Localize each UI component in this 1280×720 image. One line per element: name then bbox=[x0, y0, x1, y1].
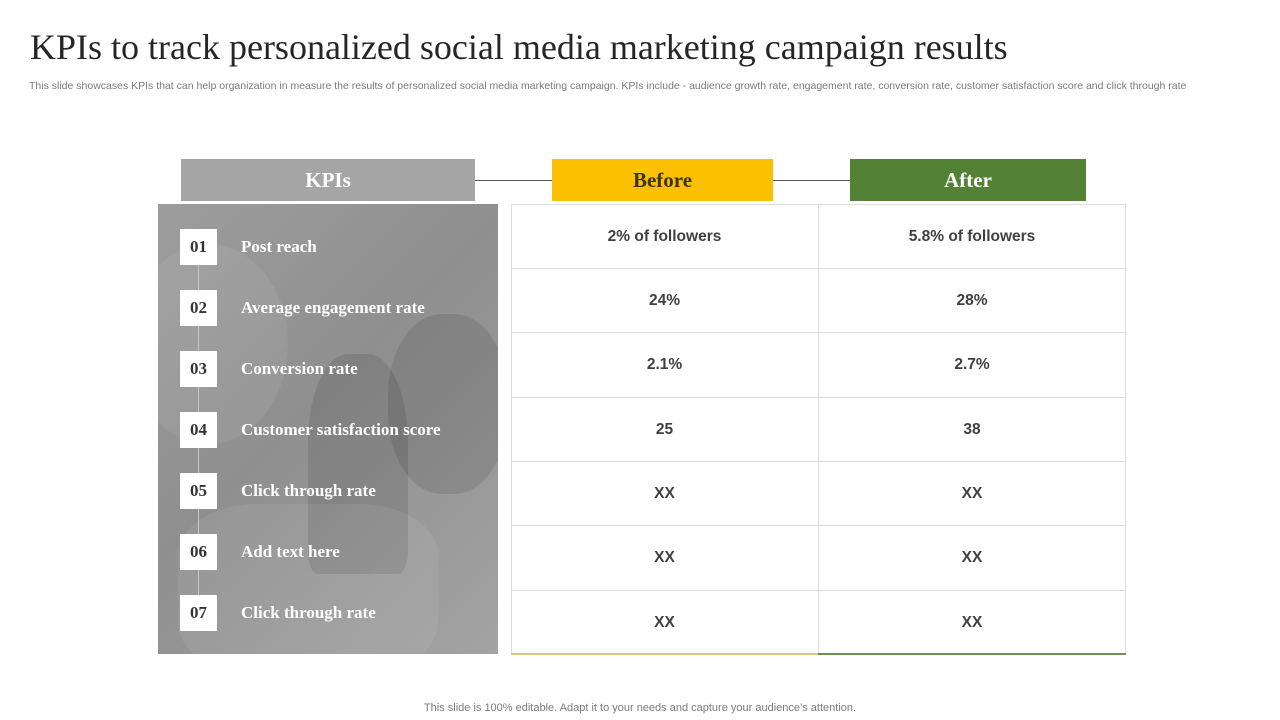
background-photo-shape bbox=[158, 244, 288, 444]
kpis-header: KPIs bbox=[181, 159, 475, 201]
slide-title: KPIs to track personalized social media … bbox=[30, 27, 1008, 67]
before-value: 2.1% bbox=[646, 356, 683, 373]
header-connector bbox=[475, 180, 552, 181]
background-photo-shape bbox=[178, 504, 438, 654]
before-value: XX bbox=[654, 614, 675, 631]
kpi-number-badge: 04 bbox=[180, 412, 217, 448]
kpi-number-badge: 03 bbox=[180, 351, 217, 387]
after-value: 28% bbox=[956, 292, 988, 309]
grid-row-divider bbox=[511, 268, 1126, 269]
kpi-label: Customer satisfaction score bbox=[241, 420, 441, 439]
kpi-label: Conversion rate bbox=[241, 359, 358, 378]
kpi-number-badge: 07 bbox=[180, 595, 217, 631]
kpi-label: Post reach bbox=[241, 237, 317, 256]
after-value: XX bbox=[961, 549, 983, 566]
slide-footer: This slide is 100% editable. Adapt it to… bbox=[423, 702, 857, 714]
kpi-label: Click through rate bbox=[241, 603, 376, 622]
grid-column-divider bbox=[818, 204, 819, 654]
kpi-panel-background bbox=[158, 204, 498, 654]
slide-subtitle: This slide showcases KPIs that can help … bbox=[29, 80, 1187, 92]
before-column-underline bbox=[511, 653, 818, 655]
before-header: Before bbox=[552, 159, 773, 201]
before-value: 25 bbox=[655, 421, 674, 438]
grid-row-divider bbox=[511, 525, 1126, 526]
after-value: 5.8% of followers bbox=[908, 228, 1036, 245]
kpi-number-badge: 02 bbox=[180, 290, 217, 326]
before-value: 2% of followers bbox=[607, 228, 722, 245]
grid-row-divider bbox=[511, 461, 1126, 462]
header-connector bbox=[773, 180, 850, 181]
kpi-label: Average engagement rate bbox=[241, 298, 425, 317]
background-photo-shape bbox=[388, 314, 498, 494]
kpi-number-badge: 06 bbox=[180, 534, 217, 570]
after-value: 38 bbox=[963, 421, 981, 438]
kpi-label: Click through rate bbox=[241, 481, 376, 500]
after-value: XX bbox=[961, 614, 983, 631]
after-value: XX bbox=[961, 485, 983, 502]
grid-row-divider bbox=[511, 590, 1126, 591]
background-photo-shape bbox=[308, 354, 408, 574]
after-value: 2.7% bbox=[954, 356, 990, 373]
grid-row-divider bbox=[511, 332, 1126, 333]
kpi-number-badge: 01 bbox=[180, 229, 217, 265]
kpi-number-badge: 05 bbox=[180, 473, 217, 509]
before-value: XX bbox=[654, 549, 675, 566]
grid-row-divider bbox=[511, 397, 1126, 398]
before-value: 24% bbox=[648, 292, 681, 309]
before-value: XX bbox=[654, 485, 675, 502]
after-column-underline bbox=[818, 653, 1126, 655]
after-header: After bbox=[850, 159, 1086, 201]
kpi-label: Add text here bbox=[241, 542, 340, 561]
